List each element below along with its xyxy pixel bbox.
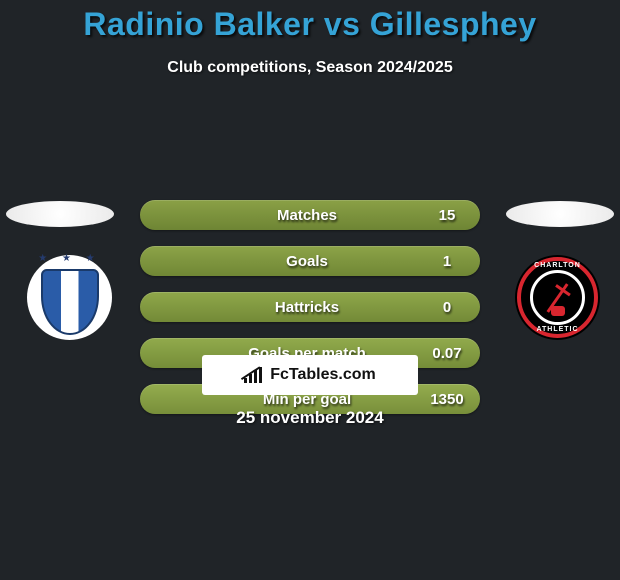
stat-label: Goals — [140, 253, 414, 270]
brand-text: FcTables.com — [270, 366, 376, 384]
club-badge-left: ★ ★ ★ — [20, 255, 120, 340]
stat-value: 0 — [414, 299, 480, 316]
player-photo-right — [506, 201, 614, 227]
player-photo-left — [6, 201, 114, 227]
stat-row: Goals1 — [140, 246, 480, 276]
stat-label: Hattricks — [140, 299, 414, 316]
stat-row: Matches15 — [140, 200, 480, 230]
club-badge-right: CHARLTON ATHLETIC — [515, 255, 600, 340]
page-title: Radinio Balker vs Gillesphey — [0, 0, 620, 43]
stat-value: 1350 — [414, 391, 480, 408]
stat-row: Hattricks0 — [140, 292, 480, 322]
charlton-badge-icon: CHARLTON ATHLETIC — [515, 255, 600, 340]
huddersfield-badge-icon: ★ ★ ★ — [20, 255, 120, 340]
subtitle: Club competitions, Season 2024/2025 — [0, 59, 620, 77]
brand-box: FcTables.com — [202, 355, 418, 395]
stat-bars: Matches15Goals1Hattricks0Goals per match… — [140, 200, 480, 430]
stat-value: 0.07 — [414, 345, 480, 362]
stat-value: 15 — [414, 207, 480, 224]
stat-value: 1 — [414, 253, 480, 270]
date-text: 25 november 2024 — [0, 408, 620, 428]
stat-label: Matches — [140, 207, 414, 224]
fctables-icon — [244, 367, 264, 383]
